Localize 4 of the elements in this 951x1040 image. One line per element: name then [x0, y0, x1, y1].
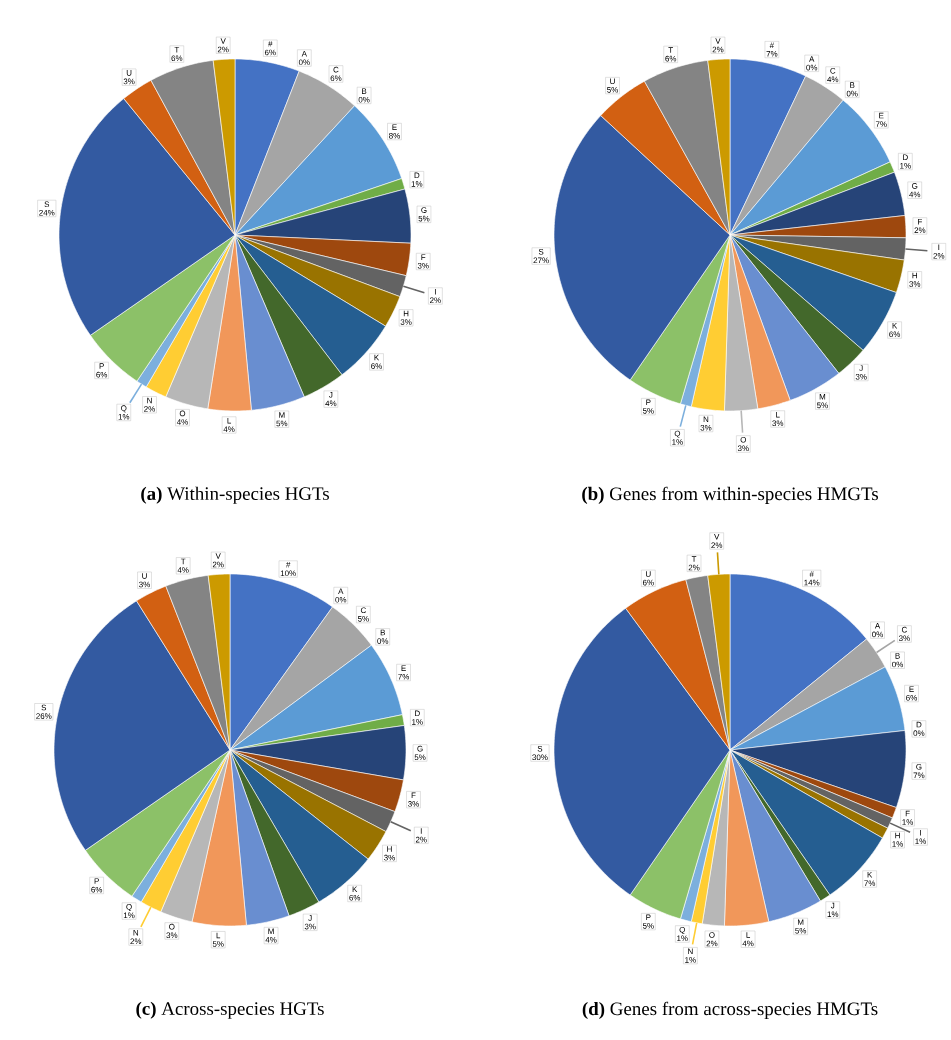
text: (b) Genes from within-species HMGTs — [582, 486, 878, 505]
text: (d) Genes from across-species HMGTs — [582, 1001, 878, 1020]
text: (a) Within-species HGTs — [141, 486, 329, 504]
text: (c) Across-species HGTs — [136, 1001, 324, 1019]
